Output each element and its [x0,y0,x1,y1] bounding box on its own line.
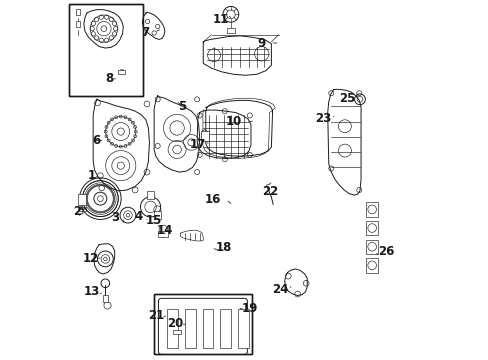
Text: 26: 26 [378,245,394,258]
Polygon shape [83,10,123,48]
Text: 12: 12 [82,252,99,265]
Text: 21: 21 [147,309,164,322]
Polygon shape [197,110,250,158]
Text: 18: 18 [215,241,232,254]
Bar [154,211,160,219]
Bar [167,309,178,348]
Bar [118,70,125,74]
Text: 15: 15 [145,214,162,227]
Text: 10: 10 [225,116,241,129]
Text: 3: 3 [111,211,119,224]
Polygon shape [94,244,115,274]
Text: 23: 23 [315,112,331,125]
Polygon shape [154,96,199,172]
Bar [226,28,235,33]
Polygon shape [142,12,164,40]
Bar [76,21,80,27]
Bar [69,4,143,96]
Bar [201,131,208,141]
Bar [76,9,80,15]
Bar [220,309,231,348]
Text: 24: 24 [272,283,288,296]
Bar [238,309,248,348]
Text: 7: 7 [142,26,149,39]
Bar [366,258,377,273]
Bar [102,295,108,302]
Text: 1: 1 [88,169,96,182]
Bar [366,202,377,217]
Polygon shape [93,99,149,191]
Text: 5: 5 [177,100,185,113]
Text: 8: 8 [105,72,114,85]
Text: 25: 25 [339,92,355,105]
Polygon shape [284,269,306,296]
Polygon shape [327,89,360,195]
Text: 4: 4 [134,210,142,223]
Bar [69,4,143,96]
FancyBboxPatch shape [158,298,247,354]
Bar [154,294,251,354]
Text: 19: 19 [241,302,258,315]
Polygon shape [203,36,271,75]
Bar [366,221,377,235]
Bar [147,192,154,199]
Bar [184,309,195,348]
Text: 6: 6 [92,134,100,147]
Text: 20: 20 [167,317,183,330]
Polygon shape [180,230,203,241]
Text: 9: 9 [257,36,265,50]
Bar [172,330,180,334]
Text: 13: 13 [83,285,100,298]
Bar [203,309,213,348]
Polygon shape [205,100,272,156]
Bar [366,239,377,254]
Text: 14: 14 [156,224,173,237]
Bar [78,194,85,205]
Text: 17: 17 [189,138,206,151]
Text: 11: 11 [212,13,228,26]
Bar [154,294,251,354]
Bar [158,231,168,237]
Text: 2: 2 [73,205,81,218]
Text: 22: 22 [262,185,278,198]
Text: 16: 16 [205,193,221,206]
